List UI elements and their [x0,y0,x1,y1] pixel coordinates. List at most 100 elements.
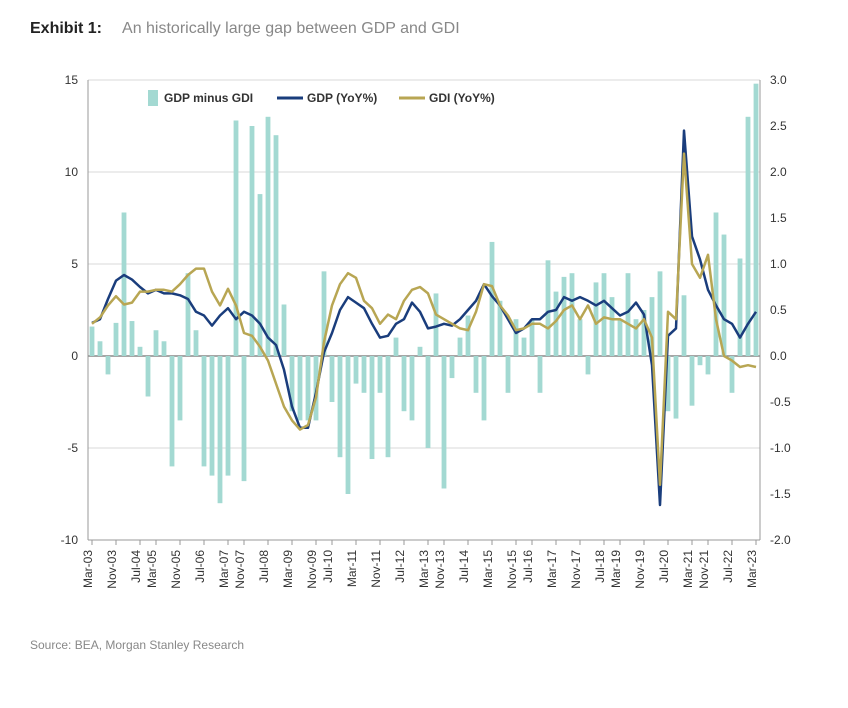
svg-text:Jul-12: Jul-12 [393,550,407,583]
bar [218,356,223,503]
bar [570,273,575,356]
bar [706,356,711,374]
svg-text:Nov-07: Nov-07 [233,550,247,589]
svg-text:Nov-15: Nov-15 [505,550,519,589]
bar [234,120,239,356]
bar [154,330,159,356]
svg-text:Mar-03: Mar-03 [81,550,95,588]
svg-text:0.5: 0.5 [770,303,787,317]
bar [122,212,127,356]
bar [138,347,143,356]
svg-text:Mar-23: Mar-23 [745,550,759,588]
bar [250,126,255,356]
bar [618,319,623,356]
svg-text:Mar-19: Mar-19 [609,550,623,588]
bar [266,117,271,356]
bar [442,356,447,488]
bar [410,356,415,420]
bar [210,356,215,476]
svg-text:Mar-09: Mar-09 [281,550,295,588]
bar [466,316,471,356]
svg-text:Jul-22: Jul-22 [721,550,735,583]
bar [258,194,263,356]
bar [282,304,287,356]
source-text: Source: BEA, Morgan Stanley Research [30,638,818,652]
svg-text:Jul-10: Jul-10 [321,550,335,583]
bar [346,356,351,494]
svg-text:Nov-11: Nov-11 [369,550,383,588]
bar [714,212,719,356]
svg-text:-10: -10 [61,533,79,547]
bar [506,356,511,393]
bar [474,356,479,393]
bar [178,356,183,420]
exhibit-label: Exhibit 1: [30,20,102,38]
bar [90,327,95,356]
bar [682,295,687,356]
svg-text:Mar-07: Mar-07 [217,550,231,588]
bar [194,330,199,356]
svg-text:15: 15 [65,73,79,87]
bar [386,356,391,457]
svg-text:Nov-09: Nov-09 [305,550,319,589]
svg-text:Jul-06: Jul-06 [193,550,207,583]
bar [186,273,191,356]
svg-text:Jul-14: Jul-14 [457,550,471,583]
svg-text:2.0: 2.0 [770,165,787,179]
chart-container: -10-5051015-2.0-1.5-1.0-0.50.00.51.01.52… [30,50,818,630]
bar [378,356,383,393]
svg-text:-1.0: -1.0 [770,441,791,455]
exhibit-title: An historically large gap between GDP an… [122,20,460,38]
bar [450,356,455,378]
bar [538,356,543,393]
svg-text:Nov-13: Nov-13 [433,550,447,589]
bar [722,235,727,356]
bar [98,341,103,356]
bar [114,323,119,356]
svg-text:Jul-16: Jul-16 [521,550,535,583]
svg-text:3.0: 3.0 [770,73,787,87]
bar [658,271,663,356]
bar [170,356,175,466]
svg-text:Mar-17: Mar-17 [545,550,559,588]
svg-text:Jul-04: Jul-04 [129,550,143,583]
svg-text:Nov-21: Nov-21 [697,550,711,589]
bar [738,258,743,356]
bar [482,356,487,420]
svg-text:-5: -5 [67,441,78,455]
bar [522,338,527,356]
svg-text:Nov-03: Nov-03 [105,550,119,589]
bar [370,356,375,459]
svg-text:Nov-19: Nov-19 [633,550,647,589]
svg-text:Jul-20: Jul-20 [657,550,671,583]
bar [330,356,335,402]
svg-text:0.0: 0.0 [770,349,787,363]
bar [146,356,151,396]
bar [458,338,463,356]
svg-text:1.5: 1.5 [770,211,787,225]
svg-text:-1.5: -1.5 [770,487,791,501]
svg-text:Mar-13: Mar-13 [417,550,431,588]
bar [298,356,303,420]
svg-text:0: 0 [71,349,78,363]
bar [546,260,551,356]
bar [106,356,111,374]
legend: GDP minus GDIGDP (YoY%)GDI (YoY%) [148,90,495,106]
svg-text:5: 5 [71,257,78,271]
bar [130,321,135,356]
svg-text:Nov-05: Nov-05 [169,550,183,589]
bar [394,338,399,356]
chart-svg: -10-5051015-2.0-1.5-1.0-0.50.00.51.01.52… [30,50,818,630]
bar [306,356,311,420]
svg-text:Jul-18: Jul-18 [593,550,607,583]
svg-text:-0.5: -0.5 [770,395,791,409]
legend-label: GDP (YoY%) [307,91,377,105]
bar [362,356,367,393]
svg-text:Mar-21: Mar-21 [681,550,695,588]
svg-text:Mar-15: Mar-15 [481,550,495,588]
svg-text:10: 10 [65,165,79,179]
svg-text:-2.0: -2.0 [770,533,791,547]
svg-text:Nov-17: Nov-17 [569,550,583,589]
bar [586,356,591,374]
svg-text:Mar-11: Mar-11 [345,550,359,587]
